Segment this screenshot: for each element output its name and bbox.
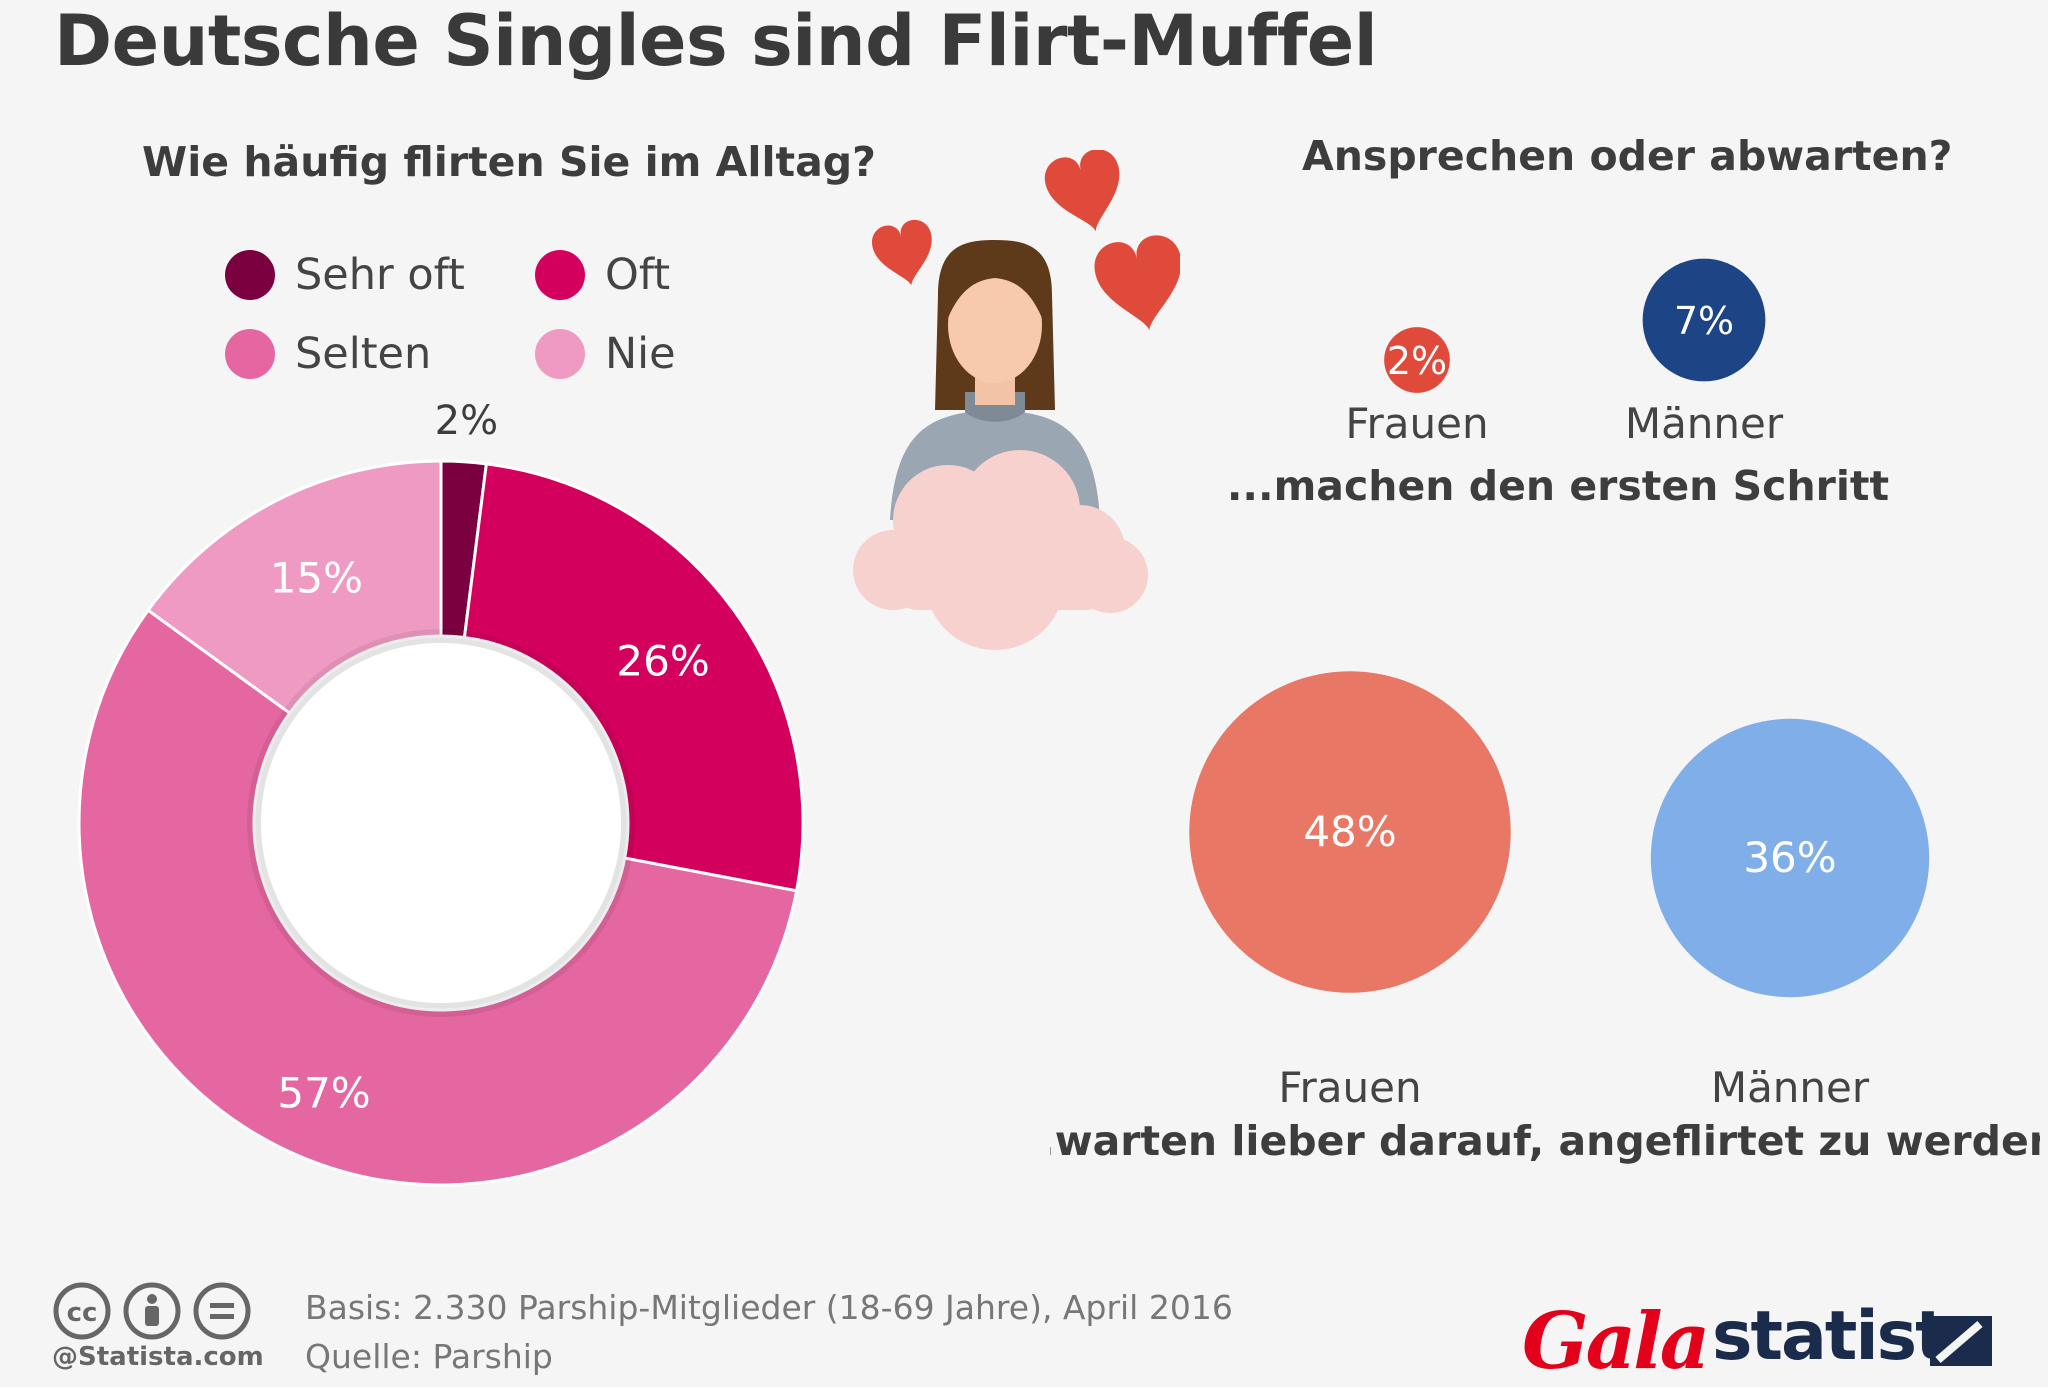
legend-item-selten: Selten xyxy=(225,329,431,379)
legend-label: Oft xyxy=(605,250,671,300)
bubble-maenner xyxy=(1650,718,1930,998)
legend-label: Sehr oft xyxy=(295,250,465,300)
bubble-value-label: 2% xyxy=(1387,339,1447,383)
license-icons: cc xyxy=(52,1280,262,1346)
donut-value-label: 26% xyxy=(616,637,709,686)
bubble-chart: 2% Frauen 7% Männer ...machen den ersten S… xyxy=(1050,258,2040,1165)
bubble-series-label: Männer xyxy=(1711,1063,1870,1112)
legend-item-oft: Oft xyxy=(535,250,670,300)
donut-hole xyxy=(261,643,621,1003)
legend-label: Nie xyxy=(605,329,676,379)
copyright: @Statista.com xyxy=(52,1342,264,1372)
legend-item-nie: Nie xyxy=(535,329,676,379)
no-derivatives-icon xyxy=(193,1282,251,1340)
donut-value-label: 2% xyxy=(435,398,498,444)
donut-slice-nie xyxy=(146,459,443,716)
cc-icon: cc xyxy=(53,1282,111,1340)
bubble-frauen xyxy=(1189,671,1511,993)
woman-illustration xyxy=(853,150,1180,650)
svg-text:cc: cc xyxy=(67,1298,98,1328)
donut-chart-title: Wie häufig flirten Sie im Alltag? xyxy=(142,138,876,186)
legend-swatch xyxy=(225,329,275,379)
legend-swatch xyxy=(535,250,585,300)
donut-inner-shadow xyxy=(247,629,635,1017)
heart-icon xyxy=(1094,235,1180,331)
bubble-value-label: 36% xyxy=(1743,833,1836,882)
bubble-chart-title: Ansprechen oder abwarten? xyxy=(1302,132,1953,180)
bubble-group-bottom-frauen: 48% Frauen xyxy=(1189,671,1511,1112)
bubble-caption-bottom: ...warten lieber darauf, angeflirtet zu … xyxy=(1050,1117,2040,1165)
bubble-value-label: 7% xyxy=(1674,299,1734,343)
bubble-maenner xyxy=(1642,258,1766,382)
bubble-series-label: Frauen xyxy=(1345,399,1488,448)
legend-swatch xyxy=(535,329,585,379)
donut-slice-selten xyxy=(77,608,799,1187)
legend-swatch xyxy=(225,250,275,300)
footer-basis: Basis: 2.330 Parship-Mitglieder (18-69 J… xyxy=(305,1288,1233,1327)
bubble-group-top-maenner: 7% Männer xyxy=(1625,258,1784,448)
legend-label: Selten xyxy=(295,329,432,379)
bubble-value-label: 48% xyxy=(1303,807,1396,856)
bubble-frauen xyxy=(1384,327,1450,393)
donut-chart: 2% 26% 57% 15% xyxy=(77,398,805,1187)
bubble-series-label: Männer xyxy=(1625,399,1784,448)
bubble-group-bottom-maenner: 36% Männer xyxy=(1650,718,1930,1112)
bubble-series-label: Frauen xyxy=(1278,1063,1421,1112)
attribution-icon xyxy=(123,1282,181,1340)
bubble-caption-top: ...machen den ersten Schritt xyxy=(1227,462,1889,510)
heart-icon xyxy=(1044,150,1120,232)
bubble-group-top-frauen: 2% Frauen xyxy=(1345,327,1489,448)
legend-item-sehr-oft: Sehr oft xyxy=(225,250,465,300)
footer-source: Quelle: Parship xyxy=(305,1337,553,1376)
heart-icon xyxy=(872,219,932,286)
donut-value-label: 15% xyxy=(270,553,363,602)
statista-logo-mark xyxy=(1930,1316,1992,1366)
gala-logo: Gala xyxy=(1522,1296,1710,1387)
page-title: Deutsche Singles sind Flirt-Muffel xyxy=(54,0,1378,82)
cc-icons: cc xyxy=(53,1282,251,1340)
donut-value-label: 57% xyxy=(277,1068,370,1117)
donut-slice-oft xyxy=(462,462,805,893)
